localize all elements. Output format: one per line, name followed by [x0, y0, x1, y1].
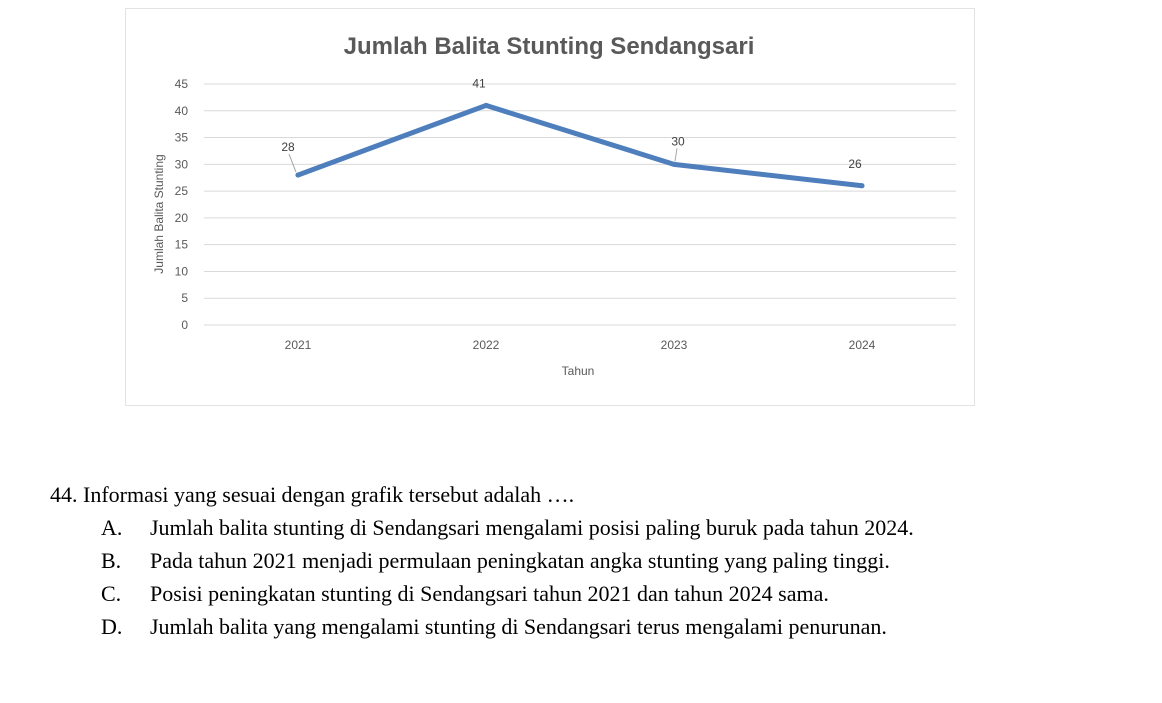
option-b-text: Pada tahun 2021 menjadi permulaan pening… — [150, 548, 890, 573]
question-block: 44. Informasi yang sesuai dengan grafik … — [50, 478, 1162, 643]
y-tick-label: 25 — [175, 184, 189, 198]
y-tick-label: 45 — [175, 77, 189, 91]
x-axis-title: Tahun — [562, 364, 595, 378]
question-stem: 44. Informasi yang sesuai dengan grafik … — [50, 482, 575, 507]
chart-title: Jumlah Balita Stunting Sendangsari — [344, 33, 755, 60]
option-b: B. Pada tahun 2021 menjadi permulaan pen… — [50, 544, 1162, 577]
chart-frame: Jumlah Balita Stunting Sendangsari 0 5 10 1… — [125, 8, 975, 406]
option-a: A. Jumlah balita stunting di Sendangsari… — [50, 511, 1162, 544]
data-point — [859, 183, 865, 189]
option-d-text: Jumlah balita yang mengalami stunting di… — [150, 614, 887, 639]
y-tick-label: 20 — [175, 211, 189, 225]
y-tick-label: 10 — [175, 264, 189, 278]
data-point — [295, 172, 301, 178]
series-line — [295, 102, 865, 189]
data-point — [671, 161, 677, 167]
data-label-leader — [674, 148, 678, 162]
y-tick-label: 0 — [181, 318, 188, 332]
option-c-letter: C. — [101, 581, 122, 606]
y-tick-label: 5 — [181, 291, 188, 305]
x-tick-label: 2024 — [849, 338, 876, 352]
option-a-text: Jumlah balita stunting di Sendangsari me… — [150, 515, 914, 540]
y-tick-label: 35 — [175, 131, 189, 145]
y-axis-title: Jumlah Balita Stunting — [152, 154, 166, 273]
y-tick-label: 15 — [175, 238, 189, 252]
data-label: 26 — [848, 157, 862, 171]
data-label-leader — [288, 153, 297, 173]
option-d-letter: D. — [101, 614, 123, 639]
data-label: 30 — [671, 134, 685, 148]
x-tick-label: 2021 — [285, 338, 312, 352]
x-tick-label: 2022 — [473, 338, 500, 352]
data-label: 28 — [281, 140, 295, 154]
option-a-letter: A. — [101, 515, 123, 540]
y-tick-label: 30 — [175, 157, 189, 171]
line-chart: Jumlah Balita Stunting Sendangsari 0 5 10 1… — [152, 33, 956, 378]
option-d: D. Jumlah balita yang mengalami stunting… — [50, 610, 1162, 643]
data-point — [483, 102, 489, 108]
option-c: C. Posisi peningkatan stunting di Sendan… — [50, 577, 1162, 610]
option-b-letter: B. — [101, 548, 122, 573]
x-tick-label: 2023 — [661, 338, 688, 352]
data-label: 41 — [472, 76, 486, 90]
y-tick-label: 40 — [175, 104, 189, 118]
option-c-text: Posisi peningkatan stunting di Sendangsa… — [150, 581, 829, 606]
